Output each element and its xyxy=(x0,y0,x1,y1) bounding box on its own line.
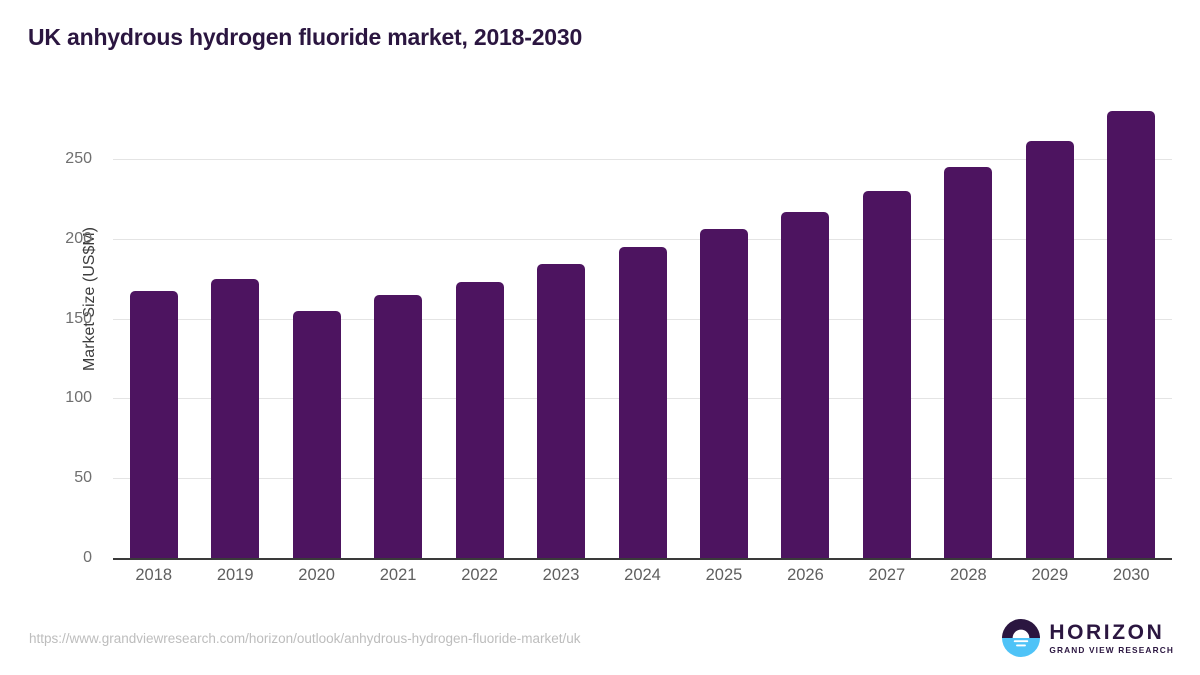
y-axis-tick-label: 100 xyxy=(65,389,92,407)
x-axis-tick-label-2019: 2019 xyxy=(216,566,254,584)
bar-2020[interactable] xyxy=(292,310,341,558)
bar-2018[interactable] xyxy=(129,291,178,558)
y-axis-tick-label: 150 xyxy=(65,309,92,327)
x-axis-tick-label-2020: 2020 xyxy=(298,566,335,584)
bar-2023[interactable] xyxy=(537,264,586,558)
x-axis-tick-label-2030: 2030 xyxy=(1112,566,1150,584)
page-title: UK anhydrous hydrogen fluoride market, 2… xyxy=(28,24,583,50)
bar-2030[interactable] xyxy=(1107,111,1156,558)
y-axis-tick-label: 250 xyxy=(65,150,92,167)
bar-2026[interactable] xyxy=(781,211,830,558)
bar-2019[interactable] xyxy=(211,278,260,558)
bar-2024[interactable] xyxy=(618,246,667,558)
bar-2025[interactable] xyxy=(699,229,748,558)
x-axis-tick-label-2026: 2026 xyxy=(787,566,824,584)
x-axis-tick-label-2025: 2025 xyxy=(705,566,743,584)
bar-2029[interactable] xyxy=(1025,141,1074,558)
gridline xyxy=(113,159,1172,160)
x-axis-tick-label-2029: 2029 xyxy=(1031,566,1069,584)
x-axis-tick-label-2028: 2028 xyxy=(949,566,987,584)
horizon-logo: HORIZON GRAND VIEW RESEARCH xyxy=(1002,617,1174,659)
y-axis-tick-label: 200 xyxy=(65,229,92,247)
logo-wordmark: HORIZON xyxy=(1049,620,1165,644)
x-axis-tick-label-2022: 2022 xyxy=(461,566,498,584)
y-axis-tick-label: 0 xyxy=(83,549,92,566)
bar-2028[interactable] xyxy=(944,166,993,558)
x-axis-tick-label-2023: 2023 xyxy=(542,566,580,584)
horizon-logo-icon xyxy=(1002,619,1041,657)
gridline xyxy=(113,238,1172,240)
bar-2021[interactable] xyxy=(374,294,423,558)
x-axis-tick-label-2024: 2024 xyxy=(624,566,661,584)
y-axis-tick-label: 50 xyxy=(74,469,92,487)
x-axis-line xyxy=(113,558,1172,560)
source-url[interactable]: https://www.grandviewresearch.com/horizo… xyxy=(29,631,581,646)
x-axis-tick-label-2027: 2027 xyxy=(868,566,906,584)
bar-2027[interactable] xyxy=(862,190,911,558)
x-axis-tick-label-2021: 2021 xyxy=(379,566,417,584)
logo-subtitle: GRAND VIEW RESEARCH xyxy=(1049,644,1174,655)
bar-2022[interactable] xyxy=(455,281,504,558)
horizon-logo-text: HORIZON GRAND VIEW RESEARCH xyxy=(1049,622,1174,654)
x-axis-tick-label-2018: 2018 xyxy=(135,566,173,584)
